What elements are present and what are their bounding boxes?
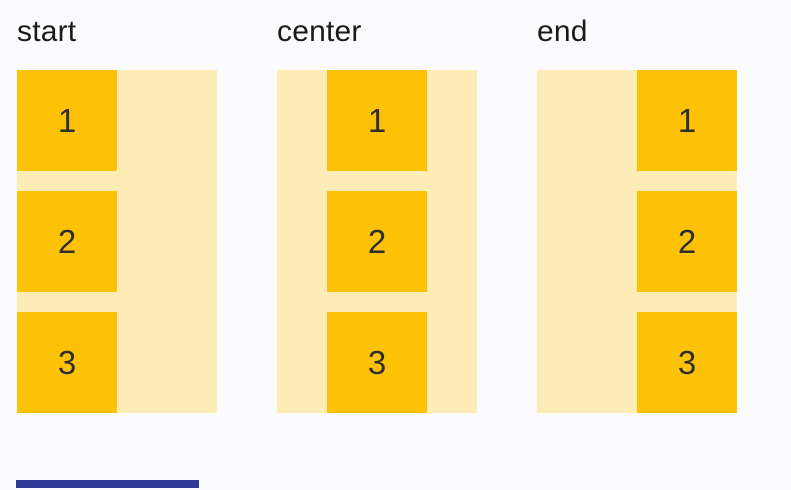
demo-end: end 1 2 3 [537,13,737,413]
flex-item: 1 [327,70,427,171]
flex-item: 2 [327,191,427,292]
flex-item: 3 [17,312,117,413]
demo-center-label: center [277,15,362,48]
flex-container-start: 1 2 3 [17,70,217,413]
demo-end-label: end [537,15,588,48]
demo-start: start 1 2 3 [17,13,217,413]
alignment-demos: start 1 2 3 center 1 2 3 end 1 2 3 [17,13,737,413]
scrollbar-thumb[interactable] [16,480,199,488]
flex-container-center: 1 2 3 [277,70,477,413]
flex-item: 2 [17,191,117,292]
demo-start-label: start [17,15,77,48]
flex-container-end: 1 2 3 [537,70,737,413]
flex-item: 1 [17,70,117,171]
flex-item: 3 [327,312,427,413]
flex-item: 2 [637,191,737,292]
flex-item: 1 [637,70,737,171]
demo-center: center 1 2 3 [277,13,477,413]
flex-item: 3 [637,312,737,413]
